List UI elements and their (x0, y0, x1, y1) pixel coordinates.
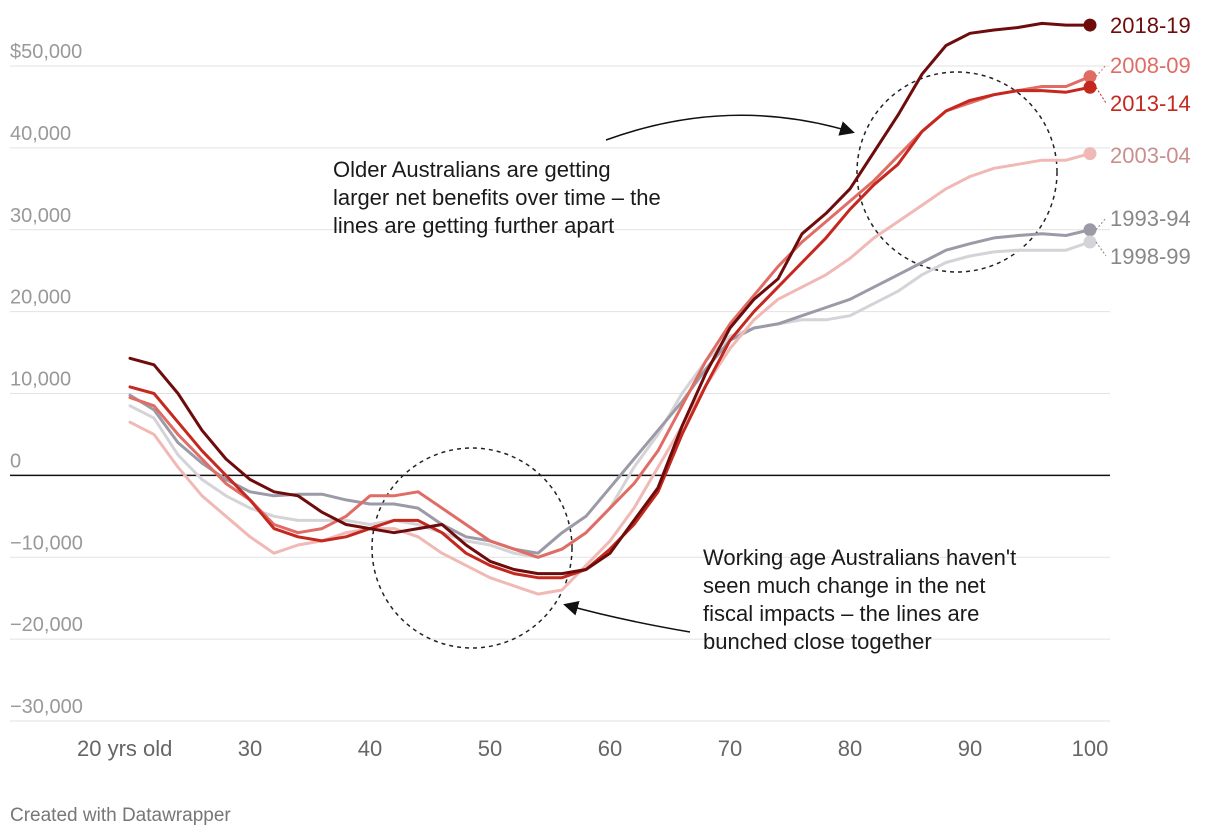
series-line-2008-09 (128, 75, 1092, 559)
highlight-circle-working-age (371, 447, 573, 649)
end-marker-2013-14 (1083, 80, 1097, 94)
x-tick-label: 80 (838, 736, 862, 761)
grid-lines (10, 65, 1110, 722)
y-tick-label: 0 (10, 450, 21, 472)
y-tick-label: 30,000 (10, 205, 71, 227)
end-label-2008-09: 2008-09 (1110, 53, 1191, 78)
x-axis-ticks: 20 yrs old 30 40 50 60 70 80 90 100 (77, 736, 1108, 761)
end-label-leader (1095, 217, 1107, 231)
y-tick-label: $50,000 (10, 41, 82, 63)
highlight-circle-older (856, 71, 1058, 273)
y-tick-label: −10,000 (10, 532, 83, 554)
x-tick-label: 60 (598, 736, 622, 761)
y-tick-label: −30,000 (10, 696, 83, 718)
annotation-line: Older Australians are getting (333, 157, 611, 182)
end-marker-1993-94 (1083, 223, 1097, 237)
end-label-2013-14: 2013-14 (1110, 91, 1191, 116)
older-australians-annotation: Older Australians are getting larger net… (333, 157, 661, 238)
end-label-2003-04: 2003-04 (1110, 143, 1191, 168)
series-line-1993-94 (128, 228, 1092, 555)
end-label-leader (1095, 64, 1107, 77)
x-tick-label: 20 yrs old (77, 736, 172, 761)
working-age-annotation: Working age Australians haven't seen muc… (703, 545, 1016, 654)
end-marker-1998-99 (1083, 235, 1097, 249)
annotation-line: larger net benefits over time – the (333, 185, 661, 210)
end-label-1998-99: 1998-99 (1110, 244, 1191, 269)
annotation-arrow-older (605, 114, 855, 141)
series-lines (128, 21, 1092, 596)
annotation-line: fiscal impacts – the lines are (703, 601, 979, 626)
annotation-line: Working age Australians haven't (703, 545, 1016, 570)
annotation-line: seen much change in the net (703, 573, 986, 598)
series-line-2003-04 (128, 152, 1092, 596)
series-line-2018-19 (128, 21, 1092, 576)
x-tick-label: 50 (478, 736, 502, 761)
end-label-1993-94: 1993-94 (1110, 206, 1191, 231)
y-tick-label: 40,000 (10, 123, 71, 145)
x-tick-label: 30 (238, 736, 262, 761)
end-marker-2008-09 (1083, 70, 1097, 84)
end-label-leader (1095, 87, 1107, 104)
series-line-2013-14 (128, 85, 1092, 580)
end-label-2018-19: 2018-19 (1110, 13, 1191, 38)
annotation-arrow-working-age (563, 600, 691, 633)
x-tick-label: 70 (718, 736, 742, 761)
y-tick-label: 20,000 (10, 287, 71, 309)
y-axis-ticks: $50,000 40,000 30,000 20,000 10,000 0 −10,000 −… (10, 41, 83, 718)
end-marker-2003-04 (1083, 147, 1097, 161)
annotation-line: bunched close together (703, 629, 932, 654)
end-marker-2018-19 (1083, 18, 1097, 32)
x-tick-label: 100 (1072, 736, 1109, 761)
y-tick-label: −20,000 (10, 614, 83, 636)
annotation-line: lines are getting further apart (333, 213, 614, 238)
series-end-labels: 2018-19 2008-09 2013-14 2003-04 1993-94 1998-… (1083, 13, 1191, 269)
y-tick-label: 10,000 (10, 369, 71, 391)
x-tick-label: 40 (358, 736, 382, 761)
datawrapper-credit: Created with Datawrapper (10, 805, 231, 826)
end-label-leader (1095, 241, 1107, 257)
x-tick-label: 90 (958, 736, 982, 761)
